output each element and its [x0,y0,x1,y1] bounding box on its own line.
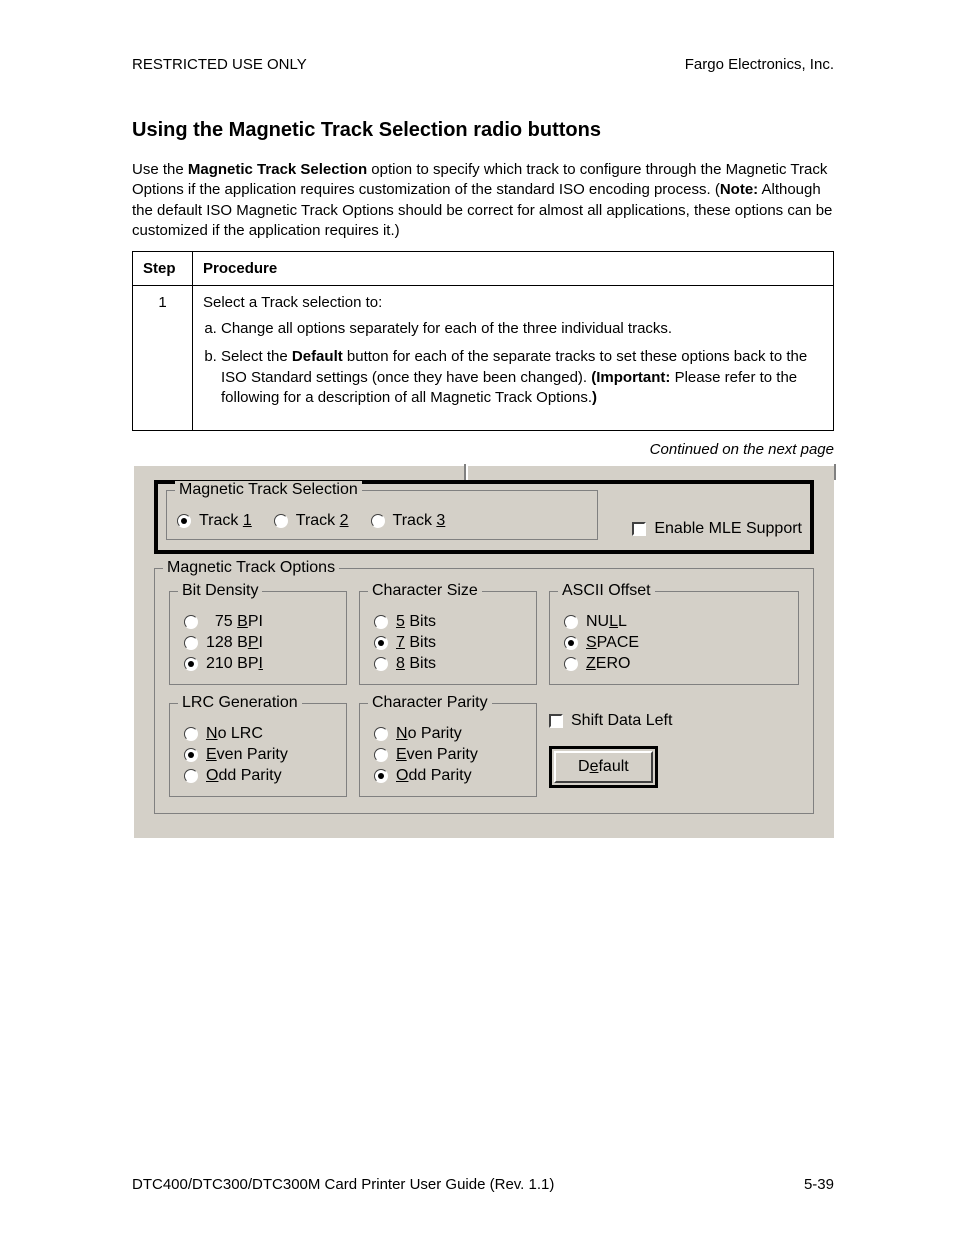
track-options-legend: Magnetic Track Options [163,559,339,577]
checkbox-icon [632,522,646,536]
character-size-group: Character Size 5 Bits 7 Bits 8 Bits [359,591,537,685]
dialog-panel: Magnetic Track Selection Track 1 Track 2… [132,464,834,838]
page-header: RESTRICTED USE ONLY Fargo Electronics, I… [132,56,834,73]
radio-7-bits[interactable]: 7 Bits [374,634,526,652]
character-parity-group: Character Parity No Parity Even Parity O… [359,703,537,797]
lrc-legend: LRC Generation [178,694,302,712]
shift-data-left-checkbox[interactable]: Shift Data Left [549,712,799,730]
radio-null[interactable]: NULL [564,613,788,631]
radio-128-bpi[interactable]: 128 BPI [184,634,336,652]
radio-icon [274,514,288,528]
highlight-box: Magnetic Track Selection Track 1 Track 2… [154,480,814,554]
intro-paragraph: Use the Magnetic Track Selection option … [132,160,834,241]
radio-track-3[interactable]: Track 3 [371,512,446,530]
th-step: Step [133,252,193,286]
char-parity-legend: Character Parity [368,694,492,712]
tab-divider [834,464,836,480]
track-selection-group: Magnetic Track Selection Track 1 Track 2… [166,490,598,540]
header-right: Fargo Electronics, Inc. [685,56,834,73]
radio-8-bits[interactable]: 8 Bits [374,655,526,673]
radio-lrc-odd[interactable]: Odd Parity [184,767,336,785]
radio-icon [177,514,191,528]
checkbox-icon [549,714,563,728]
radio-lrc-even[interactable]: Even Parity [184,746,336,764]
radio-75-bpi[interactable]: 75 BPI [184,613,336,631]
radio-no-parity[interactable]: No Parity [374,725,526,743]
radio-track-2[interactable]: Track 2 [274,512,349,530]
ascii-offset-legend: ASCII Offset [558,582,655,600]
header-left: RESTRICTED USE ONLY [132,56,307,73]
procedure-table: Step Procedure 1 Select a Track selectio… [132,251,834,431]
track-selection-legend: Magnetic Track Selection [175,481,362,499]
track-options-group: Magnetic Track Options Bit Density 75 BP… [154,568,814,814]
character-size-legend: Character Size [368,582,482,600]
radio-210-bpi[interactable]: 210 BPI [184,655,336,673]
enable-mle-checkbox[interactable]: Enable MLE Support [632,520,802,538]
radio-5-bits[interactable]: 5 Bits [374,613,526,631]
ascii-offset-group: ASCII Offset NULL SPACE ZERO [549,591,799,685]
footer-right: 5-39 [804,1176,834,1193]
bit-density-group: Bit Density 75 BPI 128 BPI 210 BPI [169,591,347,685]
radio-icon [371,514,385,528]
page-footer: DTC400/DTC300/DTC300M Card Printer User … [132,1176,834,1193]
bit-density-legend: Bit Density [178,582,262,600]
radio-parity-odd[interactable]: Odd Parity [374,767,526,785]
radio-parity-even[interactable]: Even Parity [374,746,526,764]
continued-text: Continued on the next page [132,441,834,458]
procedure-cell: Select a Track selection to: Change all … [193,286,834,431]
section-title: Using the Magnetic Track Selection radio… [132,119,834,142]
footer-left: DTC400/DTC300/DTC300M Card Printer User … [132,1176,554,1193]
radio-zero[interactable]: ZERO [564,655,788,673]
proc-item-a: Change all options separately for each o… [221,319,823,339]
step-number: 1 [133,286,193,431]
radio-space[interactable]: SPACE [564,634,788,652]
radio-track-1[interactable]: Track 1 [177,512,252,530]
tab-divider [464,464,466,480]
th-procedure: Procedure [193,252,834,286]
proc-item-b: Select the Default button for each of th… [221,347,823,408]
default-button[interactable]: Default [549,746,658,788]
shift-default-cell: Shift Data Left Default [549,703,799,797]
radio-no-lrc[interactable]: No LRC [184,725,336,743]
lrc-generation-group: LRC Generation No LRC Even Parity Odd Pa… [169,703,347,797]
